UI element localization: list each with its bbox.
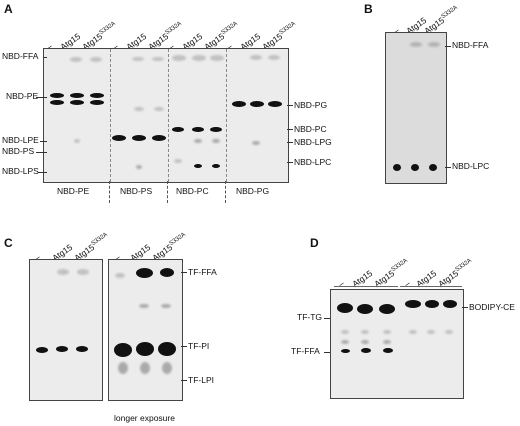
- label-bodipy-ce: BODIPY-CE: [469, 302, 515, 312]
- group-label-nbd-ps: NBD-PS: [120, 186, 153, 196]
- label-nbd-ffa: NBD-FFA: [2, 51, 39, 61]
- group-label-nbd-pg: NBD-PG: [236, 186, 270, 196]
- label-nbd-lpe: NBD-LPE: [2, 135, 39, 145]
- label-nbd-pg: NBD-PG: [294, 100, 328, 110]
- label-tf-lpi: TF-LPI: [188, 375, 214, 385]
- panel-c-gel-right: [108, 259, 183, 401]
- label-nbd-pc: NBD-PC: [294, 124, 327, 134]
- label-tf-tg: TF-TG: [297, 312, 323, 322]
- panel-d-gel: [330, 289, 464, 399]
- label-nbd-lpc: NBD-LPC: [294, 157, 332, 167]
- panel-d-lane-1: –: [336, 278, 346, 289]
- label-tf-pi: TF-PI: [188, 341, 210, 351]
- caption-longer-exposure: longer exposure: [114, 413, 175, 423]
- panel-d-letter: D: [310, 236, 319, 250]
- group-label-nbd-pc: NBD-PC: [176, 186, 209, 196]
- panel-c-letter: C: [4, 236, 13, 250]
- panel-d-lane-4: –: [402, 278, 412, 289]
- panel-b-letter: B: [364, 2, 373, 16]
- panel-d-lane-6: Atg15S332A: [436, 257, 473, 289]
- group-label-nbd-pe: NBD-PE: [57, 186, 90, 196]
- label-nbd-lpg: NBD-LPG: [294, 137, 332, 147]
- panel-b-gel: [385, 32, 447, 184]
- label-b-nbd-lpc: NBD-LPC: [452, 161, 490, 171]
- panel-c-gel-left: [29, 259, 103, 401]
- panel-a-letter: A: [4, 2, 13, 16]
- label-nbd-pe: NBD-PE: [6, 91, 39, 101]
- label-tf-ffa-c: TF-FFA: [188, 267, 217, 277]
- label-b-nbd-ffa: NBD-FFA: [452, 40, 489, 50]
- label-tf-ffa-d: TF-FFA: [291, 346, 320, 356]
- label-nbd-ps: NBD-PS: [2, 146, 35, 156]
- panel-a-gel: [43, 48, 289, 183]
- label-nbd-lps: NBD-LPS: [2, 166, 39, 176]
